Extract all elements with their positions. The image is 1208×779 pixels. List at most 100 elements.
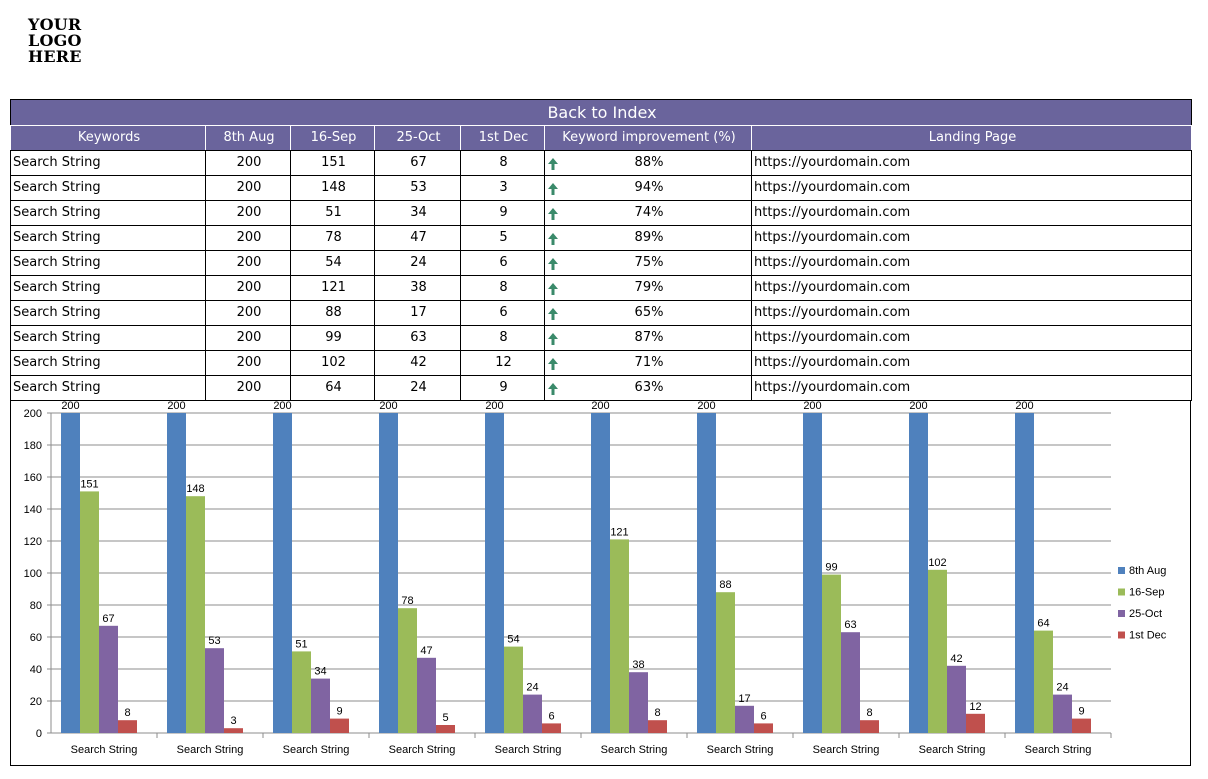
- rank-cell-oct: 42: [374, 350, 461, 376]
- column-header-keywords: Keywords: [10, 125, 206, 151]
- bar-8th-aug: [909, 413, 928, 733]
- table-row: Search String 200 151 67 8 88% https://yourdom…: [10, 150, 1193, 176]
- table-row: Search String 200 51 34 9 74% https://yourdoma…: [10, 200, 1193, 226]
- column-header-1st-dec: 1st Dec: [460, 125, 545, 151]
- column-header-8th-aug: 8th Aug: [205, 125, 291, 151]
- legend-label: 25-Oct: [1129, 608, 1162, 620]
- keyword-cell: Search String: [10, 375, 206, 401]
- bar-1st-dec: [330, 718, 349, 733]
- bar-8th-aug: [379, 413, 398, 733]
- bar-16-sep: [928, 569, 947, 733]
- y-tick-label: 80: [30, 600, 42, 612]
- column-header-25-oct: 25-Oct: [374, 125, 461, 151]
- rank-cell-aug: 200: [205, 325, 291, 351]
- y-tick-label: 180: [24, 440, 42, 452]
- landing-page-cell: https://yourdomain.com: [750, 375, 1193, 401]
- back-to-index-link[interactable]: Back to Index: [9, 99, 1193, 126]
- x-tick-label: Search String: [389, 744, 456, 756]
- y-tick-label: 20: [30, 696, 42, 708]
- y-tick-label: 140: [24, 504, 42, 516]
- keyword-cell: Search String: [10, 200, 206, 226]
- improvement-value: 79%: [634, 280, 664, 295]
- x-tick-label: Search String: [495, 744, 562, 756]
- data-label: 6: [760, 710, 766, 722]
- data-label: 12: [969, 701, 981, 713]
- rank-cell-dec: 6: [460, 300, 545, 326]
- data-label: 151: [80, 478, 98, 490]
- data-label: 24: [526, 682, 538, 694]
- landing-page-cell: https://yourdomain.com: [750, 325, 1193, 351]
- data-label: 200: [485, 401, 503, 412]
- rank-cell-dec: 9: [460, 200, 545, 226]
- data-label: 200: [803, 401, 821, 412]
- legend-swatch: [1118, 567, 1125, 574]
- keyword-cell: Search String: [10, 175, 206, 201]
- legend-label: 8th Aug: [1129, 565, 1166, 577]
- data-label: 78: [401, 595, 413, 607]
- table-row: Search String 200 88 17 6 65% https://yourdoma…: [10, 300, 1193, 326]
- bar-25-oct: [1053, 694, 1072, 733]
- improvement-value: 74%: [634, 205, 664, 220]
- rank-cell-sep: 51: [290, 200, 375, 226]
- y-tick-label: 60: [30, 632, 42, 644]
- rank-cell-oct: 63: [374, 325, 461, 351]
- rank-cell-sep: 148: [290, 175, 375, 201]
- rank-cell-dec: 9: [460, 375, 545, 401]
- bar-25-oct: [99, 625, 118, 733]
- bar-1st-dec: [224, 728, 243, 733]
- table-row: Search String 200 54 24 6 75% https://yourdoma…: [10, 250, 1193, 276]
- keyword-ranking-table: Back to Index Keywords 8th Aug 16-Sep 25…: [9, 99, 1193, 401]
- bar-25-oct: [523, 694, 542, 733]
- improvement-cell: 94%: [544, 175, 752, 201]
- improvement-cell: 71%: [544, 350, 752, 376]
- rank-cell-oct: 24: [374, 375, 461, 401]
- table-row: Search String 200 148 53 3 94% https://yourdom…: [10, 175, 1193, 201]
- keyword-cell: Search String: [10, 250, 206, 276]
- data-label: 17: [738, 693, 750, 705]
- rank-cell-oct: 67: [374, 150, 461, 176]
- keyword-cell: Search String: [10, 325, 206, 351]
- data-label: 5: [442, 712, 448, 724]
- legend-label: 1st Dec: [1129, 630, 1167, 642]
- landing-page-cell: https://yourdomain.com: [750, 250, 1193, 276]
- rank-cell-aug: 200: [205, 350, 291, 376]
- legend-swatch: [1118, 610, 1125, 617]
- improvement-value: 88%: [634, 155, 664, 170]
- y-tick-label: 100: [24, 568, 42, 580]
- bar-1st-dec: [118, 720, 137, 733]
- data-label: 88: [719, 579, 731, 591]
- data-label: 8: [866, 707, 872, 719]
- data-label: 200: [697, 401, 715, 412]
- improvement-cell: 79%: [544, 275, 752, 301]
- bar-8th-aug: [1015, 413, 1034, 733]
- data-label: 42: [950, 653, 962, 665]
- data-label: 38: [632, 659, 644, 671]
- bar-1st-dec: [966, 713, 985, 733]
- rank-cell-dec: 12: [460, 350, 545, 376]
- rank-cell-oct: 53: [374, 175, 461, 201]
- rank-cell-sep: 78: [290, 225, 375, 251]
- bar-8th-aug: [167, 413, 186, 733]
- data-label: 54: [507, 634, 519, 646]
- data-label: 9: [1078, 706, 1084, 718]
- improvement-value: 65%: [634, 305, 664, 320]
- bar-1st-dec: [1072, 718, 1091, 733]
- data-label: 8: [124, 707, 130, 719]
- improvement-value: 63%: [634, 380, 664, 395]
- column-header-keyword-improvement: Keyword improvement (%): [544, 125, 752, 151]
- rank-cell-sep: 102: [290, 350, 375, 376]
- x-tick-label: Search String: [601, 744, 668, 756]
- table-row: Search String 200 64 24 9 63% https://yourdoma…: [10, 375, 1193, 401]
- rank-cell-oct: 38: [374, 275, 461, 301]
- landing-page-cell: https://yourdomain.com: [750, 350, 1193, 376]
- data-label: 200: [909, 401, 927, 412]
- x-tick-label: Search String: [919, 744, 986, 756]
- improvement-cell: 63%: [544, 375, 752, 401]
- legend-swatch: [1118, 631, 1125, 639]
- logo-line: HERE: [28, 47, 82, 66]
- x-tick-label: Search String: [707, 744, 774, 756]
- keyword-ranking-chart: 0 20 40 60 80 100 120 140 160 180 200 200 151 67 8 Sear…: [10, 400, 1191, 766]
- rank-cell-dec: 5: [460, 225, 545, 251]
- data-label: 200: [61, 401, 79, 412]
- data-label: 121: [610, 526, 628, 538]
